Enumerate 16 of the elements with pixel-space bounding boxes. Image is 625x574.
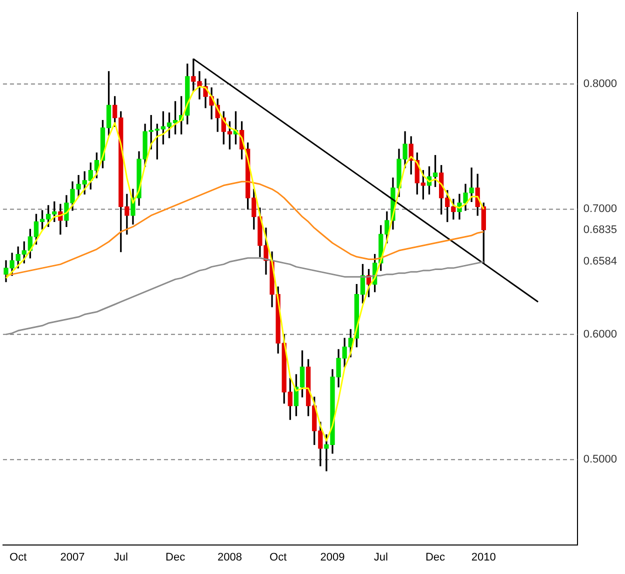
x-tick-label: 2009 — [320, 551, 345, 564]
x-tick-label: Dec — [166, 551, 186, 564]
y-tick-label: 0.6835 — [583, 224, 618, 236]
y-tick-label: 0.7000 — [583, 203, 618, 216]
y-tick-label: 0.8000 — [583, 78, 618, 90]
x-tick-label: Jul — [374, 551, 388, 564]
x-tick-label: 2008 — [217, 551, 242, 564]
x-tick-label: Oct — [270, 551, 287, 564]
x-tick-label: Oct — [10, 551, 27, 564]
x-tick-label: Dec — [425, 551, 446, 564]
x-tick-label: 2010 — [471, 551, 496, 564]
x-tick-label: Jul — [114, 551, 128, 564]
y-tick-label: 0.6000 — [583, 328, 618, 340]
x-tick-label: 2007 — [60, 551, 85, 564]
y-tick-label: 0.5000 — [583, 454, 618, 466]
y-tick-label: 0.6584 — [583, 255, 618, 268]
